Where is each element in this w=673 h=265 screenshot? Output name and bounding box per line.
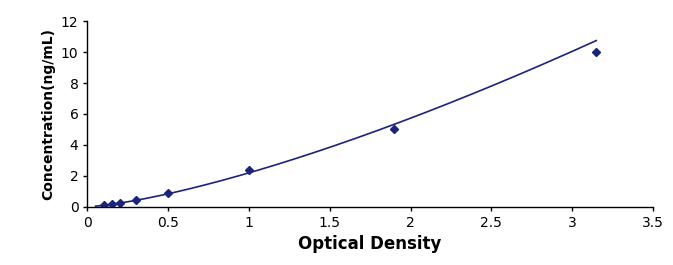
Y-axis label: Concentration(ng/mL): Concentration(ng/mL): [41, 28, 55, 200]
X-axis label: Optical Density: Optical Density: [298, 235, 442, 253]
